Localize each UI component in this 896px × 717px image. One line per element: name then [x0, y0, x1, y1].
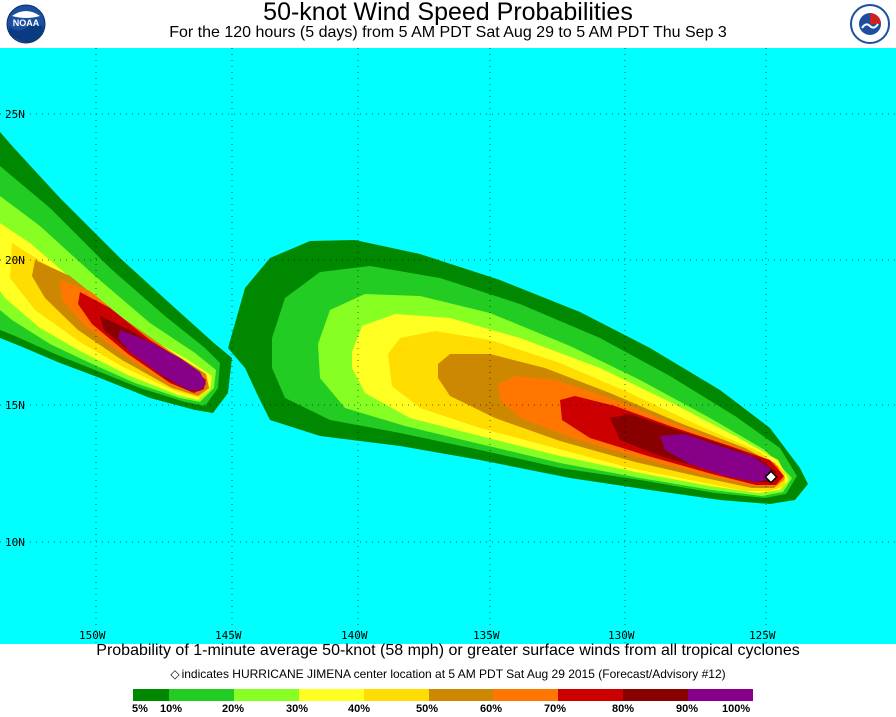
legend-label-30: 30% — [286, 703, 309, 715]
lat-label-10n: 10N — [5, 536, 25, 549]
lon-label-135w: 135W — [473, 629, 500, 642]
legend-swatch-30 — [298, 689, 364, 701]
lon-label-125w: 125W — [749, 629, 776, 642]
header: NOAA 50-knot Wind Speed Probabilities Fo… — [0, 0, 896, 48]
footer: Probability of 1-minute average 50-knot … — [0, 642, 896, 717]
legend-label-10: 10% — [160, 703, 183, 715]
storm-note: ◇ indicates HURRICANE JIMENA center locat… — [0, 667, 896, 681]
legend-swatch-80 — [623, 689, 689, 701]
eastern-probability-swath — [228, 240, 808, 504]
probability-map: 25N 20N 15N 10N 150W 145W 140W 135W 130W… — [0, 48, 896, 644]
legend-label-100: 100% — [722, 703, 751, 715]
nws-logo-icon — [850, 4, 890, 44]
map-caption: Probability of 1-minute average 50-knot … — [96, 642, 800, 659]
legend-label-70: 70% — [544, 703, 567, 715]
legend-swatch-90 — [688, 689, 753, 701]
legend-swatch-50 — [428, 689, 494, 701]
storm-note-text: indicates HURRICANE JIMENA center locati… — [181, 667, 726, 681]
legend-swatch-5 — [133, 689, 169, 701]
legend-swatch-10 — [168, 689, 234, 701]
legend-label-60: 60% — [480, 703, 503, 715]
legend-label-80: 80% — [612, 703, 635, 715]
legend-color-bar — [133, 689, 753, 701]
western-probability-swath — [0, 132, 232, 413]
legend-swatch-40 — [363, 689, 429, 701]
lat-label-15n: 15N — [5, 399, 25, 412]
legend-swatch-60 — [493, 689, 559, 701]
diamond-icon: ◇ — [170, 667, 180, 681]
lat-label-20n: 20N — [5, 254, 25, 267]
legend-label-20: 20% — [222, 703, 245, 715]
page-subtitle: For the 120 hours (5 days) from 5 AM PDT… — [169, 24, 727, 41]
lon-label-150w: 150W — [79, 629, 106, 642]
legend-label-5: 5% — [132, 703, 148, 715]
storm-center-diamond-icon — [764, 470, 778, 484]
page-title: 50-knot Wind Speed Probabilities — [263, 0, 633, 26]
legend-swatch-20 — [233, 689, 299, 701]
legend-label-50: 50% — [416, 703, 439, 715]
noaa-logo-text: NOAA — [13, 18, 40, 28]
legend-labels: 5% 10% 20% 30% 40% 50% 60% 70% 80% 90% 1… — [0, 703, 896, 717]
legend-label-40: 40% — [348, 703, 371, 715]
noaa-logo-icon: NOAA — [6, 4, 46, 44]
legend-label-90: 90% — [676, 703, 699, 715]
lon-label-145w: 145W — [215, 629, 242, 642]
legend-swatch-70 — [558, 689, 624, 701]
lon-label-130w: 130W — [608, 629, 635, 642]
lon-label-140w: 140W — [341, 629, 368, 642]
lat-label-25n: 25N — [5, 108, 25, 121]
